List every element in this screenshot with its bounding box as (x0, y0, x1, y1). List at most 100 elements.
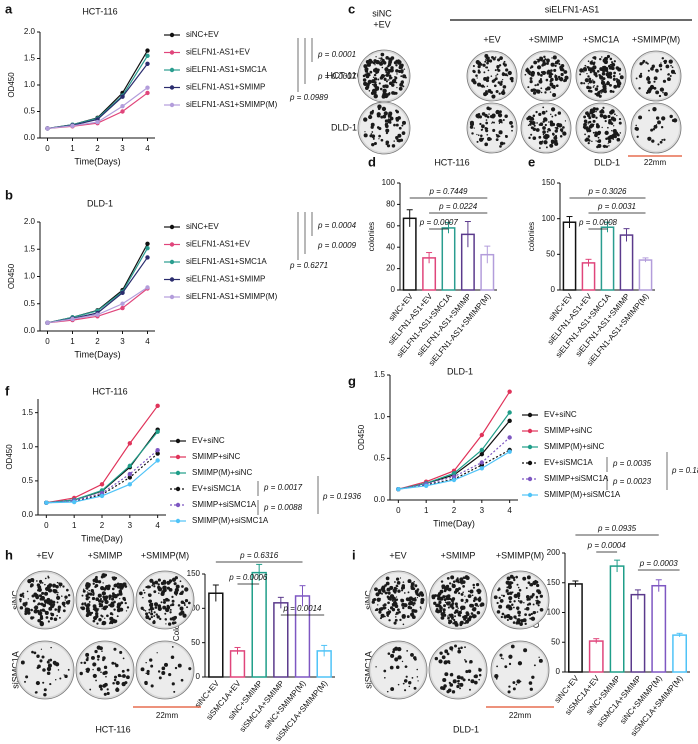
bar (208, 592, 224, 678)
colony (92, 591, 95, 594)
colony (470, 603, 475, 608)
colony (505, 135, 508, 138)
colony (366, 62, 371, 67)
colony (43, 693, 47, 697)
colony (636, 135, 639, 138)
colony (538, 140, 543, 145)
colony (387, 601, 390, 605)
colony (471, 132, 474, 135)
colony (500, 80, 503, 84)
p-value: p = 0.0006 (228, 573, 268, 582)
colony (98, 684, 103, 689)
colony (84, 602, 87, 605)
legend-marker (175, 438, 181, 444)
colony (419, 591, 424, 596)
colony (98, 605, 101, 608)
colony (560, 72, 564, 77)
colony (496, 601, 499, 605)
colony (592, 86, 595, 88)
colony (64, 599, 66, 601)
colony (385, 131, 389, 135)
p-value: p = 0.0989 (289, 93, 329, 102)
colony (142, 596, 144, 599)
colony (390, 653, 395, 658)
point (507, 418, 512, 424)
colony (119, 587, 122, 590)
colony (30, 608, 33, 612)
colony (379, 617, 382, 620)
colony (563, 70, 568, 74)
legend-label: siELFN1-AS1+EV (186, 48, 250, 57)
colony (551, 115, 554, 118)
colony (605, 62, 608, 65)
colony (472, 80, 477, 85)
colony (610, 84, 612, 86)
colony (364, 86, 369, 90)
point (127, 441, 133, 446)
colony (477, 134, 480, 137)
colony (653, 86, 657, 90)
colony (639, 62, 643, 66)
colony (531, 126, 535, 129)
colony (377, 71, 379, 73)
colony (106, 688, 109, 691)
colony (386, 71, 390, 75)
colony (557, 111, 562, 115)
colony (594, 133, 598, 138)
colony (413, 580, 415, 583)
colony (592, 80, 595, 83)
colony (373, 142, 377, 146)
colony (546, 86, 551, 91)
colony (472, 599, 476, 603)
colony (41, 591, 45, 595)
colony (524, 622, 527, 626)
colony (395, 596, 398, 598)
column-label: +SMIMP (529, 34, 564, 44)
y-tick-label: 150 (542, 178, 556, 187)
colony (541, 110, 546, 115)
colony (504, 114, 508, 119)
colony (490, 75, 493, 77)
colony (478, 678, 481, 681)
colony (416, 676, 419, 678)
colony (104, 617, 106, 619)
colony (554, 134, 558, 138)
panel-letter: i (352, 547, 356, 562)
colony (158, 676, 162, 680)
colony (475, 604, 478, 607)
colony (160, 601, 163, 604)
colony (363, 117, 368, 122)
colony (387, 79, 389, 81)
colony (378, 82, 381, 85)
legend-marker (175, 518, 181, 524)
colony (616, 133, 620, 137)
colony (538, 147, 541, 150)
colony (554, 129, 558, 133)
colony (50, 646, 52, 649)
colony (395, 584, 399, 588)
column-label: +SMIMP (441, 550, 476, 560)
colony (390, 66, 394, 70)
colony (388, 69, 391, 72)
legend-marker (169, 102, 175, 108)
colony (46, 660, 50, 664)
colony (401, 131, 406, 135)
colony (416, 597, 418, 599)
colony (497, 69, 501, 72)
colony (86, 591, 88, 593)
legend-label: SMIMP+siNC (544, 426, 592, 435)
colony (395, 110, 397, 112)
colony (384, 119, 389, 123)
colony (34, 605, 39, 610)
legend-marker (169, 242, 175, 247)
colony (471, 594, 474, 597)
dish-inner (633, 53, 679, 99)
colony (588, 69, 591, 71)
colony (173, 690, 176, 693)
colony (669, 114, 673, 119)
chart-title: HCT-116 (92, 386, 127, 396)
colony (384, 67, 389, 72)
colony (527, 70, 531, 75)
p-value: p = 0.0003 (639, 559, 679, 568)
colony (150, 612, 154, 616)
